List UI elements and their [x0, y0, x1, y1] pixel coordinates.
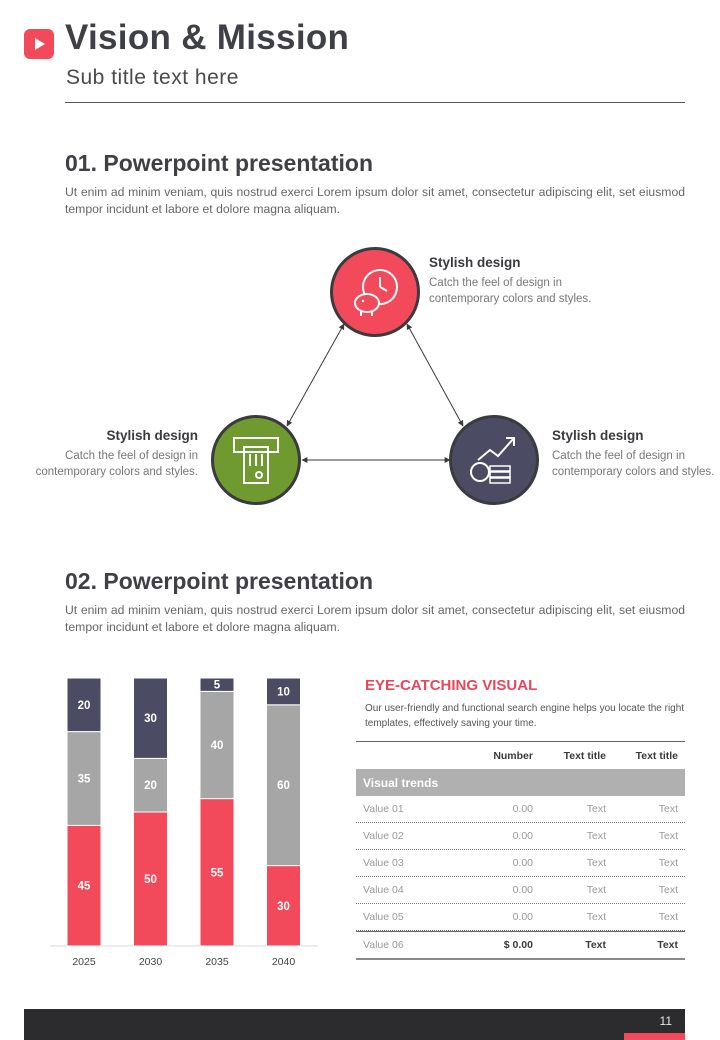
- cycle-label-top: Stylish design Catch the feel of design …: [429, 255, 609, 307]
- bar-data-label: 35: [78, 774, 91, 786]
- cycle-label-text: Catch the feel of design in contemporary…: [35, 450, 198, 478]
- coins-growth-icon: [470, 437, 515, 484]
- table-cell: 0.00: [512, 911, 533, 923]
- cycle-label-heading: Stylish design: [429, 255, 521, 270]
- table-row: Value 05 0.00 Text Text: [356, 904, 685, 931]
- table-cell: Text: [658, 830, 678, 842]
- section2-body: Ut enim ad minim veniam, quis nostrud ex…: [65, 603, 685, 634]
- bar-segment: [133, 811, 168, 947]
- table-cell: Value 05: [363, 911, 404, 923]
- table-header-cell: Text title: [563, 749, 606, 762]
- table-cell: 0.00: [512, 803, 533, 815]
- cycle-label-right: Stylish design Catch the feel of design …: [552, 428, 720, 480]
- table-cell: Text: [585, 939, 606, 951]
- x-tick-label: 2040: [272, 956, 296, 968]
- bar-data-label: 45: [78, 881, 91, 893]
- table-cell: Value 01: [363, 803, 404, 815]
- cycle-label-text: Catch the feel of design in contemporary…: [429, 277, 592, 305]
- cycle-label-text: Catch the feel of design in contemporary…: [552, 450, 715, 478]
- table-cell: Text: [658, 803, 678, 815]
- bar-segment: [199, 690, 235, 800]
- table-header-row: Number Text title Text title: [356, 742, 685, 769]
- cycle-label-heading: Stylish design: [106, 428, 198, 443]
- footer-accent: [624, 1033, 685, 1040]
- visual-heading: EYE-CATCHING VISUAL: [365, 677, 538, 694]
- table-cell: Text: [657, 939, 678, 951]
- table-cell: Text: [586, 884, 606, 896]
- bar-segment: [66, 677, 102, 733]
- bar-data-label: 40: [211, 740, 224, 752]
- page-title: Vision & Mission: [65, 18, 350, 57]
- cycle-label-heading: Stylish design: [552, 428, 644, 443]
- bar-segment: [66, 731, 102, 826]
- section2-heading: 02. Powerpoint presentation: [65, 568, 373, 594]
- atm-card-icon: [233, 437, 279, 484]
- bar-data-label: 60: [277, 780, 290, 792]
- bar-segment: [199, 798, 235, 947]
- table-cell: Value 03: [363, 857, 404, 869]
- data-table: Number Text title Text title Visual tren…: [356, 741, 685, 960]
- x-tick-label: 2035: [205, 956, 229, 968]
- table-section-row: Visual trends: [356, 769, 685, 796]
- cycle-node-top: [330, 247, 420, 337]
- table-row: Value 03 0.00 Text Text: [356, 850, 685, 877]
- bar-segment: [266, 704, 301, 867]
- table-row: Value 01 0.00 Text Text: [356, 796, 685, 823]
- table-cell: Text: [658, 911, 678, 923]
- visual-text: Our user-friendly and functional search …: [365, 703, 685, 729]
- table-cell: Text: [658, 857, 678, 869]
- piggy-bank-clock-icon: [354, 269, 398, 316]
- bar-data-label: 50: [144, 874, 157, 886]
- arrow-top-right: [406, 323, 464, 427]
- table-section-label: Visual trends: [363, 775, 439, 790]
- table-row: Value 02 0.00 Text Text: [356, 823, 685, 850]
- bar-segment: [199, 677, 235, 692]
- header-divider: [65, 102, 685, 103]
- table-cell: 0.00: [512, 830, 533, 842]
- table-cell: Text: [586, 911, 606, 923]
- cycle-node-right: [449, 415, 539, 505]
- page-subtitle: Sub title text here: [66, 66, 239, 89]
- table-cell: Text: [586, 830, 606, 842]
- play-logo-icon: [24, 29, 54, 59]
- table-header-cell: Number: [493, 749, 533, 762]
- bar-data-label: 20: [144, 780, 157, 792]
- bar-segment: [66, 824, 102, 947]
- table-cell: Value 04: [363, 884, 404, 896]
- bar-data-label: 55: [211, 867, 224, 879]
- bar-segment: [133, 757, 168, 813]
- x-tick-label: 2030: [139, 956, 163, 968]
- page-number: 11: [659, 1014, 672, 1028]
- cycle-node-left: [211, 415, 301, 505]
- table-cell: Text: [658, 884, 678, 896]
- cycle-label-left: Stylish design Catch the feel of design …: [18, 428, 198, 480]
- table-cell: Value 06: [363, 939, 404, 951]
- table-cell: 0.00: [512, 884, 533, 896]
- bar-segment: [266, 865, 301, 947]
- table-cell: $ 0.00: [503, 939, 533, 951]
- bar-data-label: 10: [277, 686, 290, 698]
- section1-heading: 01. Powerpoint presentation: [65, 150, 373, 176]
- bar-segment: [133, 677, 168, 759]
- table-header-cell: Text title: [635, 749, 678, 762]
- table-row: Value 04 0.00 Text Text: [356, 877, 685, 904]
- bar-data-label: 5: [214, 680, 221, 692]
- bar-data-label: 30: [144, 713, 157, 725]
- bar-segment: [266, 677, 301, 706]
- x-tick-label: 2025: [72, 956, 96, 968]
- bar-data-label: 20: [78, 700, 91, 712]
- footer-bar: 11: [24, 1009, 685, 1040]
- table-total-row: Value 06 $ 0.00 Text Text: [356, 931, 685, 958]
- table-cell: Value 02: [363, 830, 404, 842]
- arrow-top-left: [286, 323, 345, 427]
- table-cell: Text: [586, 803, 606, 815]
- table-cell: 0.00: [512, 857, 533, 869]
- section1-body: Ut enim ad minim veniam, quis nostrud ex…: [65, 185, 685, 216]
- bar-data-label: 30: [277, 901, 290, 913]
- table-cell: Text: [586, 857, 606, 869]
